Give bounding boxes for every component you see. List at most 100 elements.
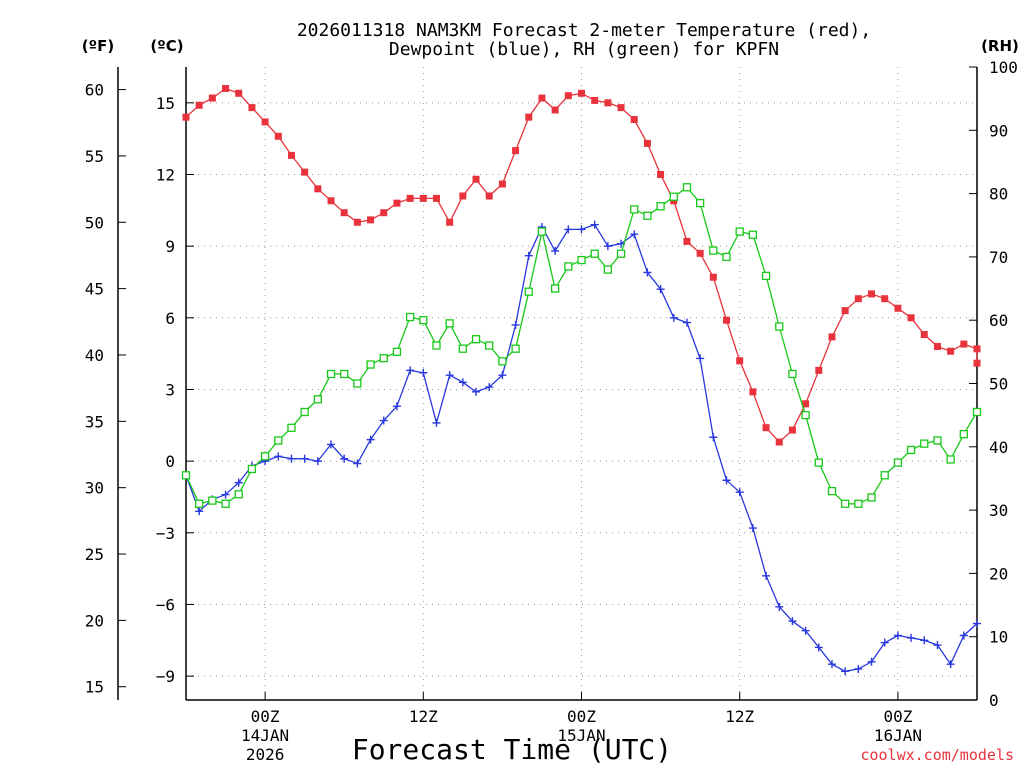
rh-point [906,445,916,455]
rh-tick-label: 0 [989,691,999,710]
temperature-point [222,84,230,92]
temperature-point [551,106,559,114]
rh-point [419,316,428,325]
rh-point [326,369,336,379]
rh-point [959,429,968,439]
rh-point [616,249,626,258]
rh-point [920,439,929,448]
temperature-series [182,84,981,446]
rh-point [933,436,942,445]
x-tick-label: 00Z [883,707,912,726]
temperature-point [564,92,572,100]
temperature-point [617,104,625,112]
x-tick-year-label: 2026 [246,745,285,764]
rh-point [445,319,454,328]
rh-point [392,347,402,357]
grid-lines [186,67,977,700]
rh-point [682,183,692,192]
celsius-tick-label: 12 [156,165,175,184]
rh-tick-label: 60 [989,311,1008,330]
dewpoint-point [656,285,665,294]
rh-point [696,198,705,208]
dewpoint-point [485,383,494,392]
rh-point [287,423,296,432]
celsius-tick-label: 6 [165,309,175,328]
temperature-point [604,99,612,107]
dewpoint-point [880,638,889,647]
dewpoint-point [893,631,902,640]
rh-point [761,271,771,281]
temperature-point [709,273,717,281]
fahrenheit-tick-label: 30 [85,479,104,498]
rh-point [432,341,441,350]
temperature-point [340,209,348,217]
rh-point [814,458,823,467]
celsius-tick-label: 15 [156,94,175,113]
dewpoint-point [762,571,771,580]
fahrenheit-tick-label: 45 [85,280,104,299]
temperature-point [367,216,375,224]
dewpoint-point [195,507,204,516]
temperature-point [881,295,889,303]
x-tick-label: 00Z [251,707,280,726]
rh-point [524,287,533,296]
dewpoint-point [419,368,428,377]
rh-point [208,496,217,505]
dewpoint-point [748,524,757,533]
fahrenheit-unit-label: (ºF) [82,37,114,55]
fahrenheit-tick-label: 20 [85,611,104,630]
temperature-point [736,357,744,365]
rh-point [748,230,758,239]
dewpoint-point [696,354,705,363]
rh-point [458,344,468,353]
temperature-point [287,151,295,159]
temperature-point [512,147,520,155]
temperature-point [854,295,862,303]
temperature-point [815,366,823,374]
temperature-point [485,192,493,200]
celsius-tick-label: −3 [156,524,175,543]
dewpoint-point [564,225,573,234]
dewpoint-point [669,313,678,322]
axes [117,66,978,701]
rh-tick-label: 30 [989,501,1008,520]
dewpoint-point [551,246,560,255]
dewpoint-point [221,490,230,499]
temperature-point [235,89,243,97]
fahrenheit-tick-label: 35 [85,412,104,431]
dewpoint-point [287,454,296,463]
dewpoint-point [472,387,481,396]
dewpoint-point [735,488,744,497]
rh-tick-label: 50 [989,375,1008,394]
rh-tick-label: 80 [989,185,1008,204]
rh-tick-label: 70 [989,248,1008,267]
temperature-point [208,94,216,102]
dewpoint-point [353,459,362,468]
rh-point [485,341,494,350]
dewpoint-point [458,378,467,387]
celsius-tick-label: 3 [165,380,175,399]
rh-point [260,452,270,461]
rh-point [854,499,863,508]
temperature-point [525,113,533,121]
rh-point [722,252,731,262]
rh-point [274,436,283,445]
rh-point [379,354,388,363]
temperature-point [498,180,506,188]
rh-point [893,458,903,467]
rh-point [880,471,889,480]
rh-unit-label: (RH) [981,37,1019,55]
rh-point [775,322,784,331]
celsius-tick-label: −9 [156,667,175,686]
dewpoint-point [775,602,784,611]
temperature-point [973,345,981,353]
celsius-tick-label: 0 [165,452,175,471]
temperature-point [261,118,269,126]
dewpoint-point [327,440,336,449]
series-layer [181,84,982,676]
temperature-point [788,426,796,434]
temperature-point [802,400,810,408]
rh-point [643,211,652,220]
rh-point [709,246,718,255]
temperature-point [723,316,731,324]
